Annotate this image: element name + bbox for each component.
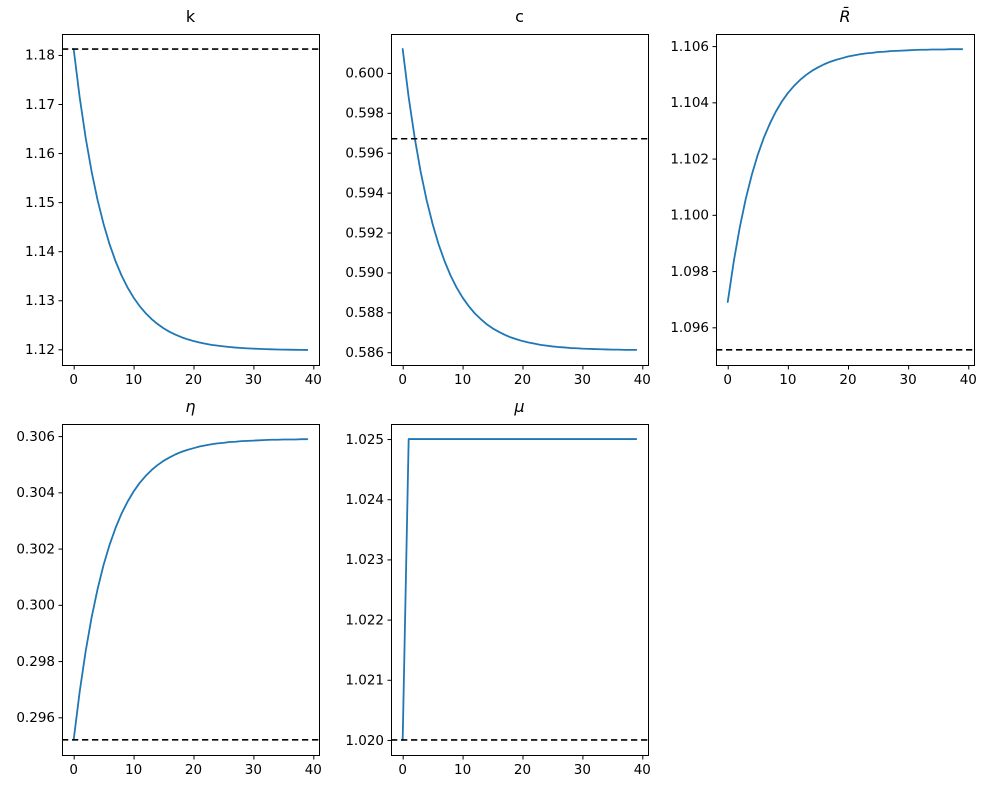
- x-tick-label: 0: [723, 372, 732, 388]
- y-tick-label: 0.300: [16, 598, 55, 614]
- x-tick-label: 20: [185, 372, 202, 388]
- x-tick-label: 20: [514, 372, 531, 388]
- x-tick-label: 20: [514, 762, 531, 778]
- x-tick-label: 0: [69, 762, 78, 778]
- x-tick-label: 30: [245, 762, 262, 778]
- y-tick-label: 1.18: [25, 48, 55, 64]
- y-tick-label: 0.598: [345, 106, 384, 122]
- x-tick-label: 20: [185, 762, 202, 778]
- response-curve-c: [401, 48, 638, 351]
- y-tick-label: 1.12: [25, 342, 55, 358]
- y-tick-label: 1.098: [670, 264, 709, 280]
- y-tick-label: 1.104: [670, 95, 709, 111]
- y-tick-label: 0.304: [16, 485, 55, 501]
- x-tick-label: 30: [574, 762, 591, 778]
- y-tick-label: 1.14: [25, 244, 55, 260]
- x-tick-label: 10: [454, 762, 471, 778]
- subplot-title-rbar: R̄: [839, 7, 851, 26]
- subplot-eta: 0.296 0.298 0.300 0.302 0.304 0.306 0 10 20 30 40: [16, 424, 322, 778]
- x-tick-label: 30: [900, 372, 917, 388]
- x-tick-label: 0: [398, 372, 407, 388]
- response-curve-mu: [401, 438, 638, 741]
- axes-frame: [716, 34, 975, 366]
- response-curve-eta: [72, 438, 309, 741]
- x-tick-label: 10: [454, 372, 471, 388]
- axes-frame: [391, 34, 649, 366]
- x-tick-label: 30: [574, 372, 591, 388]
- x-tick-label: 10: [125, 762, 142, 778]
- y-tick-label: 1.106: [670, 39, 709, 55]
- y-tick-label: 1.022: [345, 612, 384, 628]
- x-tick-label: 40: [634, 762, 651, 778]
- y-tick-label: 0.586: [345, 345, 384, 361]
- y-tick-label: 0.298: [16, 654, 55, 670]
- subplot-title-eta: η: [185, 397, 196, 416]
- y-tick-label: 1.020: [345, 733, 384, 749]
- y-tick-label: 0.306: [16, 429, 55, 445]
- y-tick-label: 1.023: [345, 552, 384, 568]
- x-tick-label: 40: [634, 372, 651, 388]
- response-curve-Rbar: [726, 48, 964, 303]
- axes-frame: [62, 424, 320, 756]
- axes-frame: [62, 34, 320, 366]
- y-tick-label: 1.096: [670, 320, 709, 336]
- subplot-k: 1.12 1.13 1.14 1.15 1.16 1.17 1.18 0 10 20 30 40: [25, 34, 322, 388]
- y-tick-label: 0.590: [345, 265, 384, 281]
- subplot-title-k: k: [185, 7, 196, 26]
- subplot-title-c: c: [515, 7, 524, 26]
- x-tick-label: 0: [398, 762, 407, 778]
- x-tick-label: 20: [839, 372, 856, 388]
- y-tick-label: 1.024: [345, 492, 384, 508]
- y-tick-label: 1.100: [670, 208, 709, 224]
- y-tick-label: 0.296: [16, 710, 55, 726]
- x-tick-label: 40: [305, 762, 322, 778]
- y-tick-label: 0.596: [345, 146, 384, 162]
- response-curve-k: [72, 48, 309, 351]
- x-tick-label: 40: [960, 372, 977, 388]
- y-tick-label: 1.16: [25, 146, 55, 162]
- y-tick-label: 1.13: [25, 293, 55, 309]
- y-tick-label: 1.021: [345, 673, 384, 689]
- subplot-c: 0.586 0.588 0.590 0.592 0.594 0.596 0.598 0.600…: [345, 34, 651, 388]
- y-tick-label: 0.588: [345, 305, 384, 321]
- subplot-mu: 1.020 1.021 1.022 1.023 1.024 1.025 0 10 20 30 40: [345, 424, 651, 778]
- y-tick-label: 1.025: [345, 432, 384, 448]
- x-tick-label: 40: [305, 372, 322, 388]
- x-tick-label: 30: [245, 372, 262, 388]
- y-tick-label: 0.592: [345, 225, 384, 241]
- subplot-Rbar: 1.096 1.098 1.100 1.102 1.104 1.106 0 10 20 30 40: [670, 34, 977, 388]
- subplot-title-mu: μ: [514, 397, 525, 416]
- y-tick-label: 1.102: [670, 151, 709, 167]
- y-tick-label: 0.302: [16, 541, 55, 557]
- axes-frame: [391, 424, 649, 756]
- y-tick-label: 1.15: [25, 195, 55, 211]
- y-tick-label: 0.594: [345, 185, 384, 201]
- y-tick-label: 1.17: [25, 97, 55, 113]
- y-tick-label: 0.600: [345, 66, 384, 82]
- x-tick-label: 10: [779, 372, 796, 388]
- x-tick-label: 0: [69, 372, 78, 388]
- x-tick-label: 10: [125, 372, 142, 388]
